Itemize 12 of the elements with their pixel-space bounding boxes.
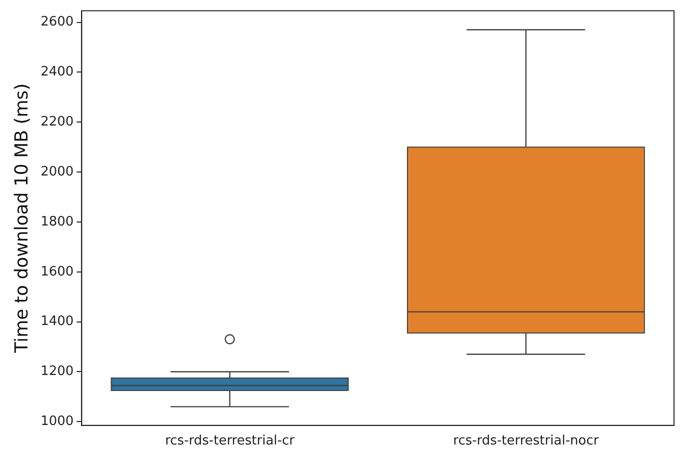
x-tick-label: rcs-rds-terrestrial-cr [165, 434, 296, 449]
y-tick-label: 1400 [40, 314, 74, 330]
x-tick-label: rcs-rds-terrestrial-nocr [453, 434, 600, 449]
y-tick-label: 1000 [40, 414, 74, 430]
y-tick-label: 2000 [40, 164, 74, 180]
y-tick-label: 2200 [40, 114, 74, 130]
y-tick-label: 1200 [40, 364, 74, 380]
y-tick-label: 2600 [40, 14, 74, 30]
y-axis-title: Time to download 10 MB (ms) [11, 83, 32, 354]
y-tick-label: 2400 [40, 64, 74, 80]
y-tick-label: 1600 [40, 264, 74, 280]
y-tick-label: 1800 [40, 214, 74, 230]
